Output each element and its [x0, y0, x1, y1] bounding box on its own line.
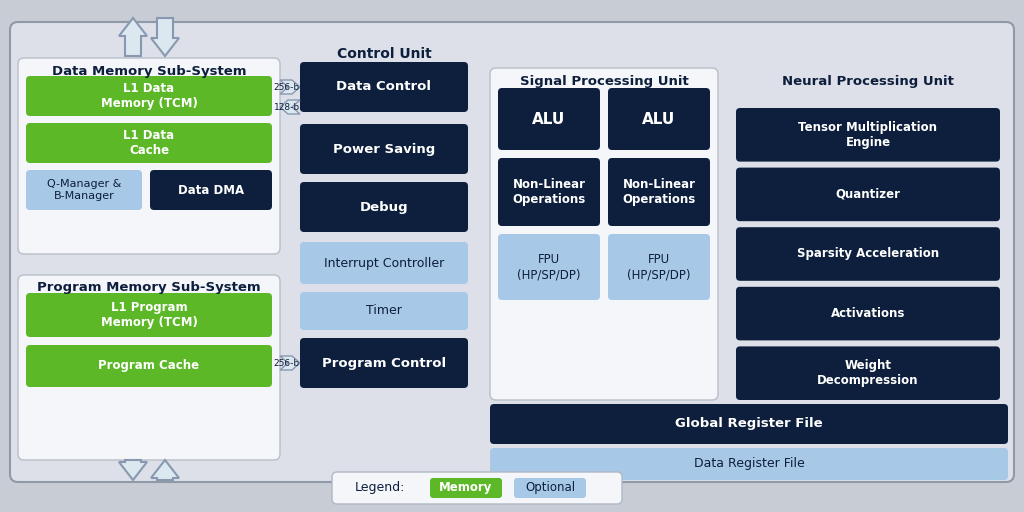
FancyBboxPatch shape: [300, 62, 468, 112]
FancyBboxPatch shape: [26, 345, 272, 387]
Polygon shape: [151, 18, 179, 56]
FancyBboxPatch shape: [300, 292, 468, 330]
Text: Q-Manager &
B-Manager: Q-Manager & B-Manager: [47, 179, 121, 201]
Text: 256-bit: 256-bit: [273, 358, 306, 368]
Text: Timer: Timer: [366, 305, 402, 317]
FancyBboxPatch shape: [736, 227, 1000, 281]
FancyBboxPatch shape: [736, 108, 1000, 162]
Text: Data Control: Data Control: [337, 80, 431, 94]
Text: Program Cache: Program Cache: [98, 359, 200, 373]
FancyBboxPatch shape: [608, 158, 710, 226]
FancyBboxPatch shape: [10, 22, 1014, 482]
Text: Data DMA: Data DMA: [178, 183, 244, 197]
Text: L1 Data
Cache: L1 Data Cache: [124, 129, 174, 157]
FancyBboxPatch shape: [430, 478, 502, 498]
Text: FPU
(HP/SP/DP): FPU (HP/SP/DP): [517, 253, 581, 281]
Text: Interrupt Controller: Interrupt Controller: [324, 257, 444, 269]
Text: Tensor Multiplication
Engine: Tensor Multiplication Engine: [799, 121, 938, 149]
Text: 256-bit: 256-bit: [273, 82, 306, 92]
Text: Non-Linear
Operations: Non-Linear Operations: [512, 178, 586, 206]
FancyBboxPatch shape: [498, 88, 600, 150]
FancyBboxPatch shape: [150, 170, 272, 210]
Text: FPU
(HP/SP/DP): FPU (HP/SP/DP): [628, 253, 691, 281]
Polygon shape: [119, 460, 147, 480]
FancyBboxPatch shape: [18, 275, 280, 460]
Text: Sparsity Acceleration: Sparsity Acceleration: [797, 247, 939, 261]
FancyBboxPatch shape: [514, 478, 586, 498]
FancyBboxPatch shape: [490, 404, 1008, 444]
Polygon shape: [280, 80, 300, 94]
Text: Debug: Debug: [359, 201, 409, 214]
Text: Program Memory Sub-System: Program Memory Sub-System: [37, 282, 261, 294]
FancyBboxPatch shape: [300, 242, 468, 284]
Polygon shape: [151, 460, 179, 480]
Text: Memory: Memory: [439, 481, 493, 495]
Text: Activations: Activations: [830, 307, 905, 320]
Polygon shape: [280, 100, 300, 114]
Text: Weight
Decompression: Weight Decompression: [817, 359, 919, 387]
FancyBboxPatch shape: [26, 123, 272, 163]
Polygon shape: [280, 356, 300, 370]
Text: ALU: ALU: [642, 112, 676, 126]
Text: L1 Program
Memory (TCM): L1 Program Memory (TCM): [100, 301, 198, 329]
Text: Quantizer: Quantizer: [836, 188, 900, 201]
FancyBboxPatch shape: [26, 293, 272, 337]
FancyBboxPatch shape: [736, 167, 1000, 221]
FancyBboxPatch shape: [26, 76, 272, 116]
Text: Global Register File: Global Register File: [675, 417, 823, 431]
Text: ALU: ALU: [532, 112, 565, 126]
FancyBboxPatch shape: [498, 158, 600, 226]
FancyBboxPatch shape: [736, 287, 1000, 340]
FancyBboxPatch shape: [332, 472, 622, 504]
FancyBboxPatch shape: [300, 124, 468, 174]
FancyBboxPatch shape: [736, 347, 1000, 400]
FancyBboxPatch shape: [300, 338, 468, 388]
Text: Program Control: Program Control: [322, 356, 446, 370]
Text: L1 Data
Memory (TCM): L1 Data Memory (TCM): [100, 82, 198, 110]
Text: Signal Processing Unit: Signal Processing Unit: [519, 75, 688, 89]
Text: Non-Linear
Operations: Non-Linear Operations: [623, 178, 695, 206]
FancyBboxPatch shape: [490, 68, 718, 400]
Text: 128-bit: 128-bit: [273, 102, 306, 112]
Text: Optional: Optional: [525, 481, 575, 495]
FancyBboxPatch shape: [608, 234, 710, 300]
Text: Control Unit: Control Unit: [337, 47, 431, 61]
FancyBboxPatch shape: [18, 58, 280, 254]
Text: Data Memory Sub-System: Data Memory Sub-System: [52, 65, 246, 77]
Text: Data Register File: Data Register File: [693, 458, 805, 471]
FancyBboxPatch shape: [26, 170, 142, 210]
FancyBboxPatch shape: [608, 88, 710, 150]
FancyBboxPatch shape: [490, 448, 1008, 480]
Text: Power Saving: Power Saving: [333, 142, 435, 156]
Text: Legend:: Legend:: [354, 481, 406, 495]
Polygon shape: [119, 18, 147, 56]
Text: Neural Processing Unit: Neural Processing Unit: [782, 75, 954, 89]
FancyBboxPatch shape: [498, 234, 600, 300]
FancyBboxPatch shape: [300, 182, 468, 232]
